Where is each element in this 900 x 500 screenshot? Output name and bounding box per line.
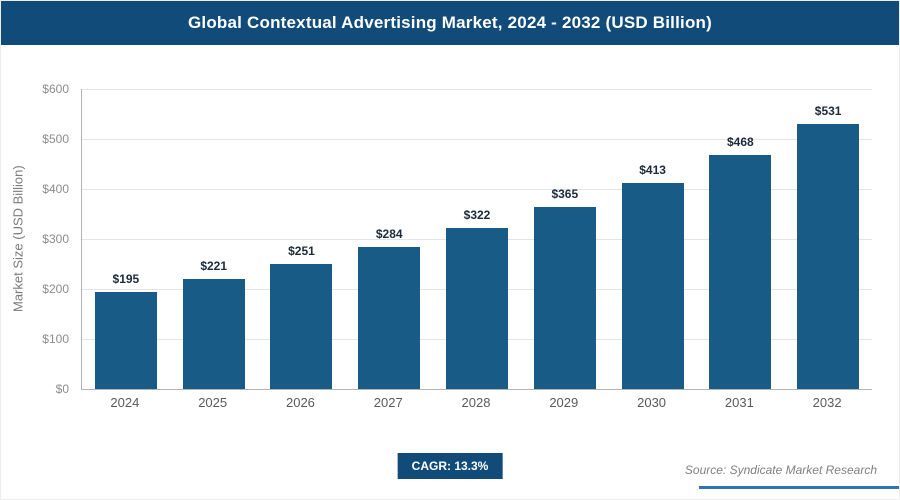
plot-area: $195 $221 $251 $284 $322 $365 $413 $468 $531 (82, 89, 872, 389)
x-tick-label: 2028 (461, 395, 491, 410)
bar (797, 123, 860, 389)
gridline (82, 89, 872, 90)
gridline (82, 189, 872, 190)
bar-value-label: $284 (375, 227, 403, 241)
y-tick-label: $300 (42, 232, 69, 246)
bar (709, 155, 772, 389)
bar-group: $365 (521, 89, 609, 389)
bar (358, 247, 421, 389)
bar-group: $284 (345, 89, 433, 389)
x-tick-label: 2027 (373, 395, 403, 410)
bar-value-label: $251 (288, 243, 315, 258)
source-text: Source: Syndicate Market Research (684, 463, 877, 477)
x-tick-label: 2026 (285, 395, 315, 410)
bar-value-label: $195 (112, 271, 140, 286)
bar-group: $195 (82, 89, 170, 389)
bar (94, 291, 157, 389)
y-tick-label: $400 (42, 182, 69, 196)
x-axis-ticks: 2024 2025 2026 2027 2028 2029 2030 2031 2032 (81, 395, 871, 410)
bar-value-label: $365 (551, 186, 579, 201)
bar (533, 206, 596, 389)
bar-group: $322 (433, 89, 521, 389)
x-tick-label: 2031 (724, 395, 754, 410)
bar (446, 228, 509, 389)
bar (182, 278, 245, 389)
gridline (82, 139, 872, 140)
x-tick-label: 2024 (110, 395, 140, 410)
x-tick-label: 2032 (812, 395, 842, 410)
y-tick-label: $100 (42, 332, 69, 346)
bar-value-label: $468 (727, 135, 754, 149)
title-bar: Global Contextual Advertising Market, 20… (1, 1, 899, 45)
bar-group: $221 (170, 89, 258, 389)
bar-value-label: $221 (200, 258, 228, 273)
bar (621, 182, 684, 389)
x-tick-label: 2025 (198, 395, 228, 410)
bar-value-label: $413 (639, 162, 666, 177)
y-tick-label: $0 (55, 382, 69, 396)
cagr-badge: CAGR: 13.3% (397, 453, 503, 479)
x-tick-label: 2030 (637, 395, 667, 410)
bar-group: $251 (258, 89, 346, 389)
y-axis-ticks: $0 $100 $200 $300 $400 $500 $600 (25, 82, 75, 396)
bar-group: $468 (696, 89, 784, 389)
bar-value-label: $531 (814, 103, 842, 118)
y-tick-label: $600 (42, 82, 69, 96)
bar-group: $413 (609, 89, 697, 389)
bar-value-label: $322 (463, 208, 491, 222)
chart-title: Global Contextual Advertising Market, 20… (188, 13, 712, 32)
bar-group: $531 (784, 89, 872, 389)
y-tick-label: $200 (42, 282, 69, 296)
bar (270, 263, 333, 389)
x-tick-label: 2029 (549, 395, 579, 410)
plot-frame: $195 $221 $251 $284 $322 $365 $413 $468 $531 (81, 89, 872, 390)
y-tick-label: $500 (42, 132, 69, 146)
source-underline (699, 486, 899, 489)
